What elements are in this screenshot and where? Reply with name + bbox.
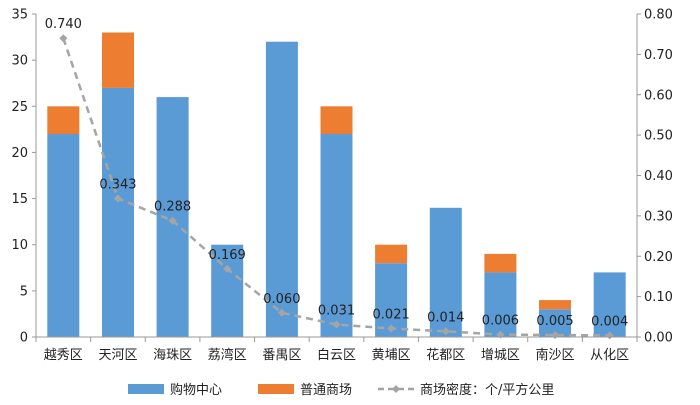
density-label-0: 0.740: [45, 17, 82, 32]
bar-1-6: [375, 244, 408, 264]
axes-layer: 0 5 10 15 20 25 30 35 0.00 0.10 0.20 0.30 0.40 0.50 0.…: [11, 8, 673, 364]
density-label-4: 0.060: [263, 292, 300, 307]
y-left-tick-label-7: 35: [11, 8, 28, 23]
x-tick-label-2: 海珠区: [153, 348, 192, 363]
density-label-8: 0.006: [482, 314, 519, 329]
density-point-2: [168, 216, 177, 225]
bar-0-8: [484, 272, 517, 337]
x-tick-label-0: 越秀区: [44, 348, 83, 363]
bar-1-8: [484, 253, 517, 273]
legend-label-0: 购物中心: [170, 382, 222, 398]
density-point-0: [59, 34, 68, 43]
y-left-tick-label-5: 25: [11, 100, 28, 115]
density-label-10: 0.004: [591, 314, 628, 329]
density-point-3: [223, 264, 232, 273]
y-right-tick-label-7: 0.70: [644, 48, 673, 63]
y-left-tick-label-1: 5: [20, 284, 28, 299]
density-point-6: [387, 324, 396, 333]
y-right-tick-label-6: 0.60: [644, 88, 673, 103]
y-left-tick-label-2: 10: [11, 238, 28, 253]
density-label-2: 0.288: [154, 200, 191, 215]
y-right-tick-label-8: 0.80: [644, 8, 673, 23]
bar-1-5: [320, 106, 353, 134]
y-right-tick-label-3: 0.30: [644, 209, 673, 224]
legend-marker-2: [392, 385, 400, 393]
density-point-4: [277, 308, 286, 317]
density-point-5: [332, 320, 341, 329]
x-tick-label-3: 荔湾区: [208, 347, 247, 363]
legend: 购物中心 普通商场 商场密度：个/平方公里: [128, 382, 554, 398]
bar-1-1: [102, 32, 134, 88]
y-right-tick-label-4: 0.40: [644, 169, 673, 184]
density-label-1: 0.343: [99, 178, 136, 193]
bar-1-9: [539, 300, 571, 310]
bar-1-0: [47, 106, 80, 134]
density-label-9: 0.005: [536, 314, 573, 329]
y-right-tick-label-1: 0.10: [644, 290, 673, 305]
density-label-5: 0.031: [318, 303, 355, 318]
legend-swatch-0: [128, 384, 164, 394]
y-right-tick-label-5: 0.50: [644, 129, 673, 144]
x-tick-label-6: 黄埔区: [372, 348, 411, 363]
bar-0-10: [593, 272, 626, 337]
x-tick-label-8: 增城区: [481, 348, 520, 363]
density-label-3: 0.169: [209, 248, 246, 263]
bar-0-7: [429, 207, 462, 337]
x-tick-label-1: 天河区: [98, 348, 137, 363]
x-tick-label-7: 花都区: [426, 347, 465, 363]
density-label-6: 0.021: [373, 308, 410, 323]
y-left-tick-label-0: 0: [20, 331, 28, 346]
bar-0-0: [47, 134, 80, 337]
x-tick-label-10: 从化区: [590, 348, 629, 363]
bar-0-5: [320, 134, 353, 337]
y-left-tick-label-3: 15: [11, 192, 28, 207]
density-line: [62, 37, 610, 337]
labels-layer: 0.740 0.343 0.288 0.169 0.060 0.031 0.021 0.014…: [45, 17, 629, 329]
y-left-tick-label-4: 20: [11, 146, 28, 161]
legend-label-2: 商场密度：个/平方公里: [420, 382, 554, 398]
bar-0-4: [265, 41, 298, 337]
legend-label-1: 普通商场: [300, 383, 352, 398]
x-tick-label-5: 白云区: [317, 347, 356, 363]
y-left-tick-label-6: 30: [11, 54, 28, 69]
bar-0-1: [102, 87, 134, 337]
x-tick-label-4: 番禺区: [262, 348, 301, 363]
density-point-1: [113, 194, 122, 203]
bar-0-3: [211, 244, 244, 337]
x-tick-label-9: 南沙区: [536, 347, 575, 363]
legend-swatch-1: [258, 384, 294, 394]
y-right-tick-label-2: 0.20: [644, 250, 673, 265]
density-label-7: 0.014: [427, 310, 464, 325]
y-right-tick-label-0: 0.00: [644, 331, 673, 346]
density-point-7: [441, 327, 450, 336]
